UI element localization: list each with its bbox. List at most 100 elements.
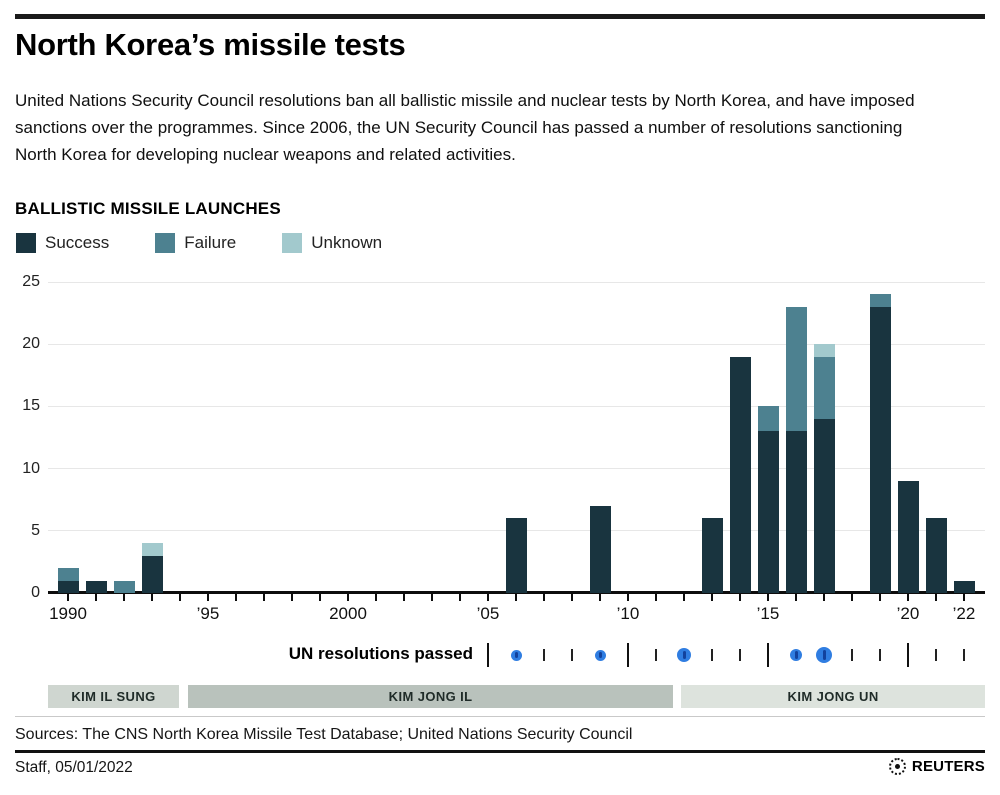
legend-label: Success [45, 233, 110, 252]
un-dot-slit [598, 651, 602, 659]
x-axis-tick [431, 591, 433, 601]
x-axis-tick [459, 591, 461, 601]
x-axis-tick [963, 591, 965, 601]
bar-segment-success [85, 580, 107, 593]
x-axis-tick [795, 591, 797, 601]
x-axis-tick-label: 1990 [49, 604, 87, 623]
legend-swatch-icon [16, 233, 36, 253]
legend-label: Unknown [311, 233, 383, 252]
grid-line [48, 282, 985, 283]
bar-segment-success [57, 580, 79, 593]
x-axis-tick [263, 591, 265, 601]
un-timeline-tick [851, 649, 853, 661]
bar-segment-success [729, 356, 751, 593]
un-timeline-tick [655, 649, 657, 661]
top-rule [15, 14, 985, 19]
x-axis-tick [67, 591, 69, 601]
bar-segment-success [897, 481, 919, 593]
reuters-wordmark: REUTERS [911, 758, 985, 775]
bar-segment-success [869, 306, 891, 593]
bar-segment-failure [785, 306, 807, 432]
un-dot-slit [794, 651, 798, 659]
legend-swatch-icon [155, 233, 176, 253]
y-axis-label: 20 [22, 335, 40, 353]
grid-line [48, 406, 985, 407]
grid-line [48, 344, 985, 345]
un-timeline-tick [543, 649, 545, 661]
x-axis-tick [683, 591, 685, 601]
divider-thin [15, 716, 985, 717]
bar-segment-success [925, 518, 947, 593]
x-axis-tick [627, 591, 629, 601]
x-axis-tick [123, 591, 125, 601]
x-axis-tick-label: ’10 [616, 604, 640, 623]
bar-segment-unknown [813, 344, 835, 357]
intro-paragraph: United Nations Security Council resoluti… [15, 91, 915, 164]
un-timeline-tick [935, 649, 937, 661]
x-axis-tick [655, 591, 657, 601]
x-axis-tick [95, 591, 97, 601]
un-resolutions-label: UN resolutions passed [288, 644, 473, 663]
un-dot-slit [682, 650, 686, 660]
bar-segment-success [757, 431, 779, 593]
x-axis-tick [767, 591, 769, 601]
grid-line [48, 468, 985, 469]
un-resolution-dot [790, 649, 802, 661]
bar-segment-success [701, 518, 723, 593]
reuters-sphere-icon [888, 758, 906, 775]
bar-segment-failure [869, 294, 891, 307]
y-axis-label: 0 [31, 584, 40, 601]
un-timeline-tick [963, 649, 965, 661]
un-resolution-dot [816, 647, 832, 663]
legend-label: Failure [184, 233, 237, 252]
bar-segment-success [813, 418, 835, 593]
un-timeline-tick [711, 649, 713, 661]
un-timeline-tick [739, 649, 741, 661]
x-axis-tick [879, 591, 881, 601]
bar-segment-failure [757, 406, 779, 432]
x-axis-tick [375, 591, 377, 601]
x-axis-tick [347, 591, 349, 601]
x-axis-tick [487, 591, 489, 601]
bar-segment-success [953, 580, 975, 593]
x-axis-tick [543, 591, 545, 601]
legend: Success Failure Unknown [16, 233, 382, 253]
x-axis-tick [403, 591, 405, 601]
y-axis-label: 10 [22, 459, 40, 477]
un-resolution-dot [510, 649, 522, 661]
y-axis-label: 25 [22, 273, 40, 290]
x-axis-tick-label: ’20 [896, 604, 920, 623]
y-axis-label: 15 [22, 397, 40, 415]
bar-segment-failure [57, 568, 79, 581]
leader-band-kim-jong-un: KIM JONG UN [681, 685, 985, 708]
x-axis-tick [711, 591, 713, 601]
un-timeline-tick [571, 649, 573, 661]
bar-segment-unknown [141, 543, 163, 556]
un-resolution-dot [677, 648, 691, 662]
x-axis-tick-label: ’95 [196, 604, 220, 623]
x-axis-tick-label: 2000 [329, 604, 367, 623]
x-axis-tick [739, 591, 741, 601]
bar-segment-success [589, 505, 611, 593]
x-axis-tick-label: ’05 [476, 604, 500, 623]
x-axis-tick [571, 591, 573, 601]
credit-line: Staff, 05/01/2022 [15, 759, 133, 776]
x-axis-tick [151, 591, 153, 601]
un-timeline-tick [879, 649, 881, 661]
x-axis-tick-label: ’22 [952, 604, 976, 623]
y-axis-label: 5 [31, 521, 40, 539]
bar-segment-success [141, 555, 163, 593]
page-title: North Korea’s missile tests [15, 27, 406, 62]
x-axis-tick [599, 591, 601, 601]
un-dot-slit [822, 650, 826, 660]
x-axis-tick [851, 591, 853, 601]
un-timeline-separator [627, 643, 629, 667]
chart-title: BALLISTIC MISSILE LAUNCHES [15, 199, 281, 218]
x-axis-tick [319, 591, 321, 601]
un-resolution-dot [594, 649, 606, 661]
x-axis-tick [291, 591, 293, 601]
divider-thick [15, 750, 985, 753]
x-axis-tick [907, 591, 909, 601]
